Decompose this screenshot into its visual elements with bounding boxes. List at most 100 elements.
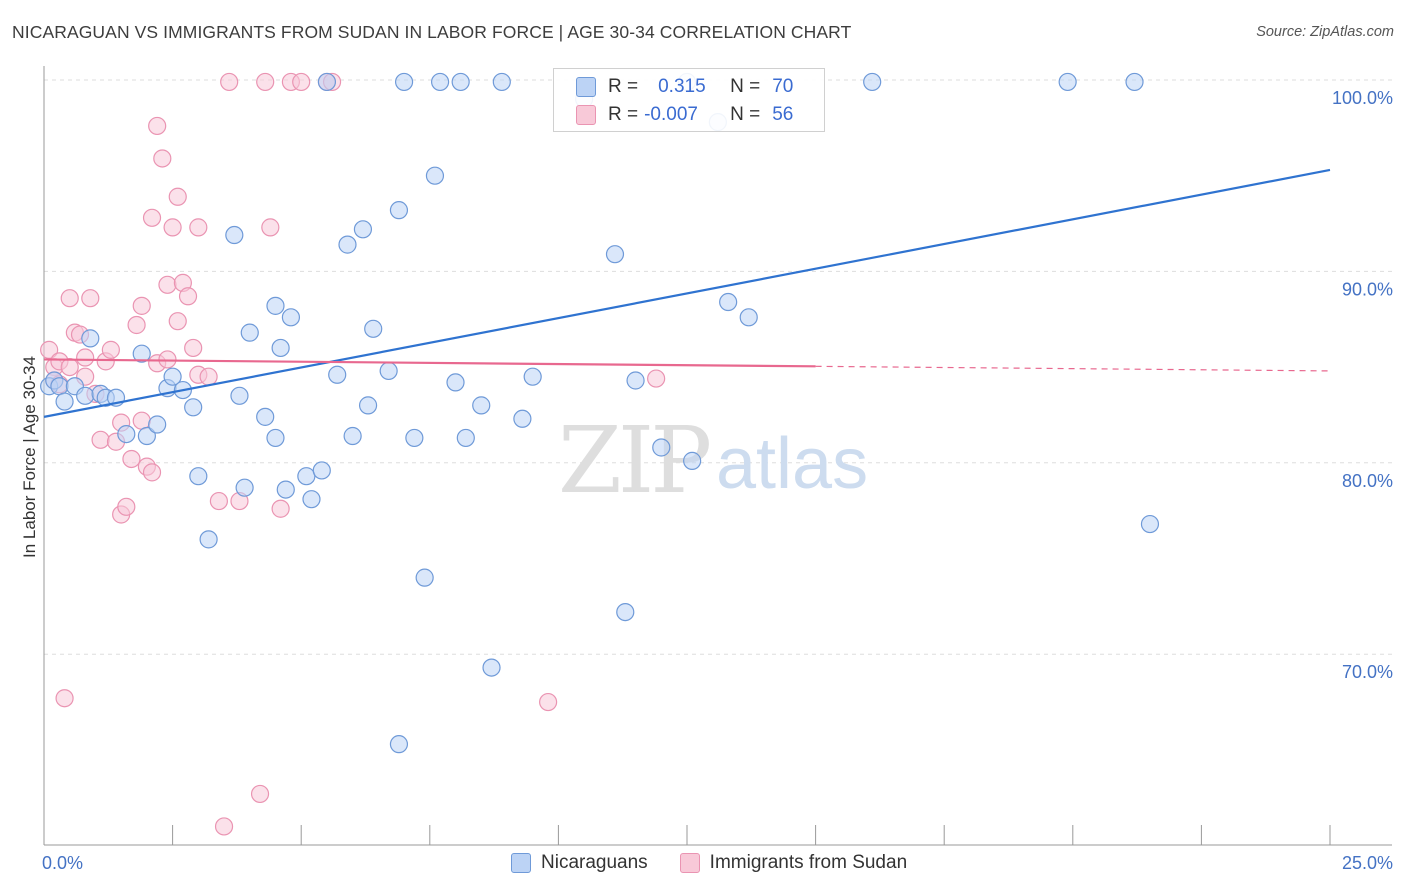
nicaraguan-point [50,377,69,396]
nicaraguan-point [389,735,409,754]
nicaraguan-point [276,480,295,499]
legend-swatch-pink [679,853,700,873]
nicaraguan-point [117,424,136,444]
sudan-point [117,497,136,516]
legend-label-nicaraguans: Nicaraguans [541,852,648,873]
nicaraguan-point [1140,514,1160,534]
sudan-point [292,72,311,92]
nicaraguan-point [328,365,347,384]
stats-legend: R = 0.315 N = 70 R = -0.007 N = 56 [553,68,825,132]
sudan-point [122,449,141,469]
nicaraguan-point [256,407,275,426]
x-tick-label: 0.0% [42,853,83,873]
tick-labels: 70.0% 80.0% 90.0% 100.0% 0.0% 25.0% [42,88,1393,873]
legend-r-label: R = [608,104,639,125]
legend-r-value: 0.315 [658,76,706,97]
nicaraguan-point [240,323,259,342]
nicaraguan-point [302,490,321,509]
nicaraguan-point [338,235,357,254]
nicaraguan-point [1125,72,1144,92]
nicaraguan-point [626,371,645,390]
sudan-point [189,218,208,237]
legend-n-value: 70 [772,76,794,97]
nicaraguan-point [482,658,501,677]
nicaraguan-point [235,478,254,497]
y-axis-title: In Labor Force | Age 30-34 [20,356,39,558]
nicaraguan-point [281,308,301,327]
legend-swatch-pink [576,105,596,125]
sudan-point [209,491,228,511]
y-tick-label: 90.0% [1342,279,1393,299]
sudan-point [132,296,151,315]
watermark: ZIP atlas [558,407,868,514]
sudan-point [40,340,59,359]
nicaraguan-point [379,361,398,381]
nicaraguan-point [55,392,74,411]
trend-lines [43,168,1331,418]
legend-n-label: N = [730,76,761,97]
legend-r-label: R = [608,76,639,97]
nicaraguan-point [230,386,249,405]
legend-row-sudan: R = -0.007 N = 56 [576,101,793,129]
legend-item-sudan: Immigrants from Sudan [679,852,908,874]
legend-r-value: -0.007 [644,104,698,125]
sudan-point [81,289,100,308]
grid [44,79,1392,655]
nicaraguan-point [266,428,285,448]
sudan-point [142,463,162,482]
nicaraguan-point [189,467,208,486]
sudan-point [199,367,218,386]
nicaraguan-point [719,292,738,312]
series-legend: Nicaraguans Immigrants from Sudan [511,852,939,874]
nicaraguan-point [863,72,882,92]
legend-item-nicaraguans: Nicaraguans [511,852,648,874]
nicaraguan-point [312,461,331,480]
sudan-point [91,430,110,449]
nicaraguan-point [425,166,445,185]
nicaraguan-point [652,438,671,457]
legend-label-sudan: Immigrants from Sudan [709,852,908,873]
nicaraguan-point [76,386,95,405]
nicaraguan-point [616,602,635,622]
chart-title: NICARAGUAN VS IMMIGRANTS FROM SUDAN IN L… [12,22,852,42]
nicaraguan-point [225,225,244,245]
x-tick-label: 25.0% [1342,853,1393,873]
y-tick-label: 70.0% [1342,662,1393,682]
sudan-point [168,312,187,331]
sudan-point [158,275,177,294]
nicaraguan-point [405,428,424,448]
legend-n-label: N = [730,104,761,125]
nicaraguan-point [446,373,465,392]
nicaraguan-point [132,344,151,363]
sudan-point [132,411,151,430]
sudan-point [60,289,79,308]
sudan-point [101,340,120,359]
nicaraguan-point [353,220,373,239]
nicaraguan-point [472,396,491,415]
nicaraguan-point [184,398,203,417]
nicaraguan-point [364,319,383,338]
axes [43,66,1392,846]
sudan-point [220,72,239,92]
nicaraguan-point [271,338,290,358]
y-tick-label: 100.0% [1332,88,1393,108]
legend-row-nicaraguans: R = 0.315 N = 70 [576,73,793,101]
sudan-point [127,315,146,335]
sudan-point [153,149,172,168]
nicaraguan-point [199,530,218,549]
nicaraguan-point [148,415,167,434]
sudan-points [40,72,666,836]
trend-line-sudan [43,358,816,368]
legend-n-value: 56 [772,104,794,125]
sudan-point [184,338,203,358]
sudan-point [55,689,74,708]
nicaraguan-point [343,426,362,446]
nicaraguan-point [358,396,378,415]
trend-line-nicaraguans [43,168,1331,418]
sudan-point [163,218,182,237]
sudan-point [178,287,198,306]
nicaraguan-point [266,296,285,315]
nicaraguan-point [456,428,475,448]
nicaraguan-point [1058,72,1077,92]
nicaraguan-point [415,568,434,587]
